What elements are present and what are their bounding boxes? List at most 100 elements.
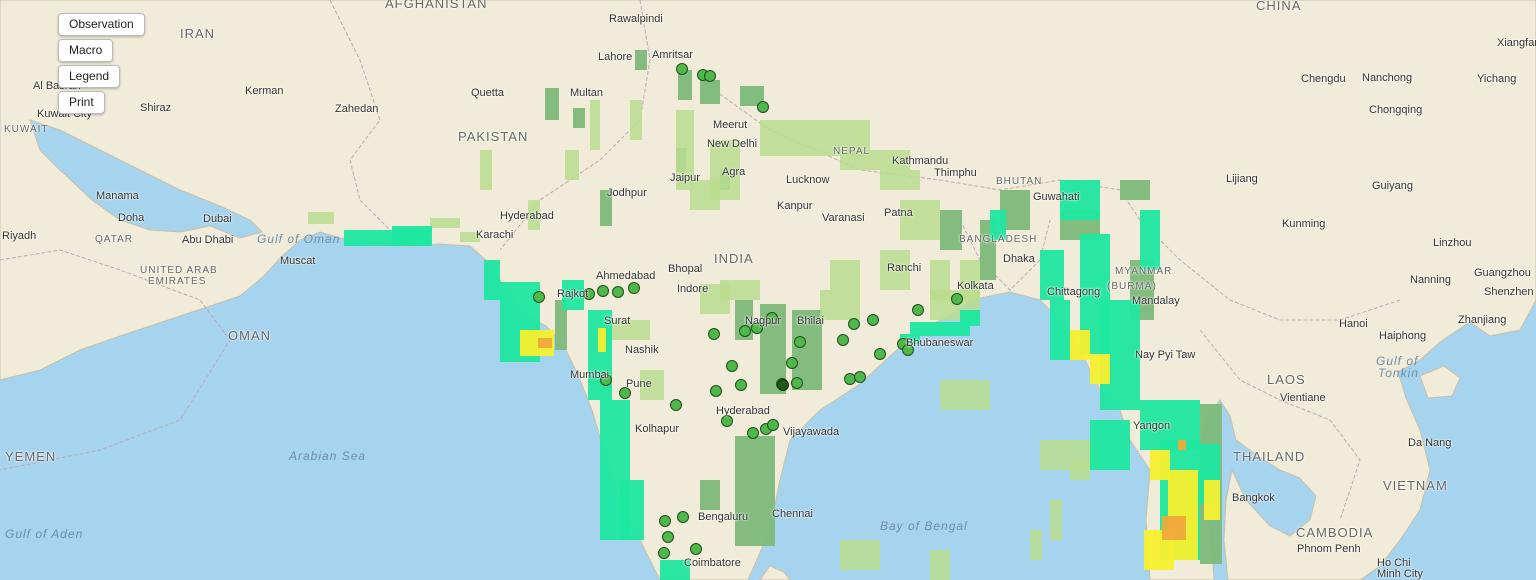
station-marker[interactable] bbox=[874, 348, 886, 360]
city-label: Bengaluru bbox=[698, 511, 749, 523]
station-marker[interactable] bbox=[658, 547, 670, 559]
print-button[interactable]: Print bbox=[58, 91, 105, 114]
rain-cell-light bbox=[430, 218, 460, 228]
station-marker[interactable] bbox=[837, 334, 849, 346]
station-marker[interactable] bbox=[721, 415, 733, 427]
station-marker[interactable] bbox=[794, 336, 806, 348]
station-marker[interactable] bbox=[659, 515, 671, 527]
station-marker[interactable] bbox=[844, 373, 856, 385]
rain-cell-light bbox=[840, 150, 910, 170]
city-label: Amritsar bbox=[652, 49, 693, 61]
station-marker[interactable] bbox=[533, 291, 545, 303]
station-marker-highlight[interactable] bbox=[777, 379, 789, 391]
station-marker[interactable] bbox=[704, 70, 716, 82]
city-label: Chittagong bbox=[1047, 286, 1101, 298]
station-marker[interactable] bbox=[767, 419, 779, 431]
observation-button[interactable]: Observation bbox=[58, 13, 145, 36]
country-label: BHUTAN bbox=[996, 176, 1043, 187]
station-marker[interactable] bbox=[583, 288, 595, 300]
station-marker[interactable] bbox=[912, 304, 924, 316]
sea-label: Bay of Bengal bbox=[880, 519, 968, 533]
city-label: Patna bbox=[884, 207, 913, 219]
city-label: Shenzhen bbox=[1484, 286, 1534, 298]
rain-cell-moderate bbox=[545, 88, 559, 120]
macro-button[interactable]: Macro bbox=[58, 39, 114, 62]
station-marker[interactable] bbox=[751, 322, 763, 334]
rain-cell-light bbox=[480, 150, 492, 190]
station-marker[interactable] bbox=[951, 293, 963, 305]
sea-label: Arabian Sea bbox=[289, 449, 367, 463]
station-marker[interactable] bbox=[710, 385, 722, 397]
city-label: Surat bbox=[604, 315, 631, 327]
station-marker[interactable] bbox=[726, 360, 738, 372]
rain-cell-light bbox=[676, 110, 694, 190]
city-label: Bhopal bbox=[668, 263, 703, 275]
city-label: Jodhpur bbox=[607, 187, 647, 199]
country-label: KUWAIT bbox=[4, 124, 49, 135]
rain-cell-moderate bbox=[1120, 180, 1150, 200]
station-marker[interactable] bbox=[619, 387, 631, 399]
rain-cell-heavy bbox=[1060, 180, 1100, 220]
rain-cell-light bbox=[590, 100, 600, 150]
city-label: Hyderabad bbox=[716, 405, 770, 417]
sea-label: Gulf of Oman bbox=[257, 232, 341, 246]
rain-cell-light bbox=[690, 180, 720, 210]
rain-cell-extreme bbox=[1162, 516, 1186, 540]
city-label: Yichang bbox=[1477, 73, 1517, 85]
city-label: Linzhou bbox=[1433, 237, 1472, 249]
rain-cell-light bbox=[940, 380, 990, 410]
station-marker[interactable] bbox=[757, 101, 769, 113]
rainfall-overlay bbox=[308, 50, 1222, 580]
station-marker[interactable] bbox=[739, 325, 751, 337]
country-label: IRAN bbox=[180, 26, 216, 41]
city-label: Rajkot bbox=[557, 288, 589, 300]
city-label: Lucknow bbox=[786, 174, 830, 186]
station-marker[interactable] bbox=[670, 399, 682, 411]
city-label: Guwahati bbox=[1033, 191, 1080, 203]
rain-cell-light bbox=[820, 290, 860, 320]
station-marker[interactable] bbox=[766, 312, 778, 324]
country-label: VIETNAM bbox=[1383, 478, 1448, 493]
station-marker[interactable] bbox=[690, 543, 702, 555]
city-label: Nay Pyi Taw bbox=[1135, 349, 1196, 361]
city-label: Zahedan bbox=[335, 103, 379, 115]
city-label: Guiyang bbox=[1372, 180, 1413, 192]
rain-cell-moderate bbox=[940, 210, 962, 250]
station-marker[interactable] bbox=[677, 511, 689, 523]
station-marker[interactable] bbox=[612, 286, 624, 298]
city-label: Varanasi bbox=[822, 212, 865, 224]
station-marker[interactable] bbox=[662, 531, 674, 543]
city-label: Vijayawada bbox=[783, 426, 840, 438]
city-label: Bangkok bbox=[1232, 492, 1275, 504]
city-label: Doha bbox=[118, 212, 145, 224]
station-marker[interactable] bbox=[786, 357, 798, 369]
city-label: Abu Dhabi bbox=[182, 234, 234, 246]
rain-cell-light bbox=[830, 260, 860, 290]
legend-button[interactable]: Legend bbox=[58, 65, 121, 88]
country-label: QATAR bbox=[95, 234, 133, 245]
rain-cell-moderate bbox=[678, 70, 692, 100]
station-marker[interactable] bbox=[747, 427, 759, 439]
station-marker[interactable] bbox=[597, 285, 609, 297]
city-label: Ranchi bbox=[887, 262, 922, 274]
station-marker[interactable] bbox=[676, 63, 688, 75]
country-label: (BURMA) bbox=[1107, 281, 1157, 292]
station-marker[interactable] bbox=[867, 314, 879, 326]
station-marker[interactable] bbox=[735, 379, 747, 391]
station-marker[interactable] bbox=[628, 282, 640, 294]
city-label: Thimphu bbox=[934, 167, 977, 179]
station-marker[interactable] bbox=[600, 374, 612, 386]
station-marker[interactable] bbox=[708, 328, 720, 340]
rain-cell-light bbox=[1030, 530, 1042, 560]
station-marker[interactable] bbox=[791, 377, 803, 389]
city-label: Zhanjiang bbox=[1458, 314, 1507, 326]
city-label: Bhilai bbox=[797, 315, 824, 327]
city-label: Kerman bbox=[245, 85, 284, 97]
station-marker[interactable] bbox=[854, 371, 866, 383]
rain-cell-moderate bbox=[792, 310, 822, 390]
station-marker[interactable] bbox=[902, 344, 914, 356]
country-label: INDIA bbox=[714, 251, 754, 266]
station-marker[interactable] bbox=[848, 318, 860, 330]
city-label: Multan bbox=[570, 87, 604, 99]
